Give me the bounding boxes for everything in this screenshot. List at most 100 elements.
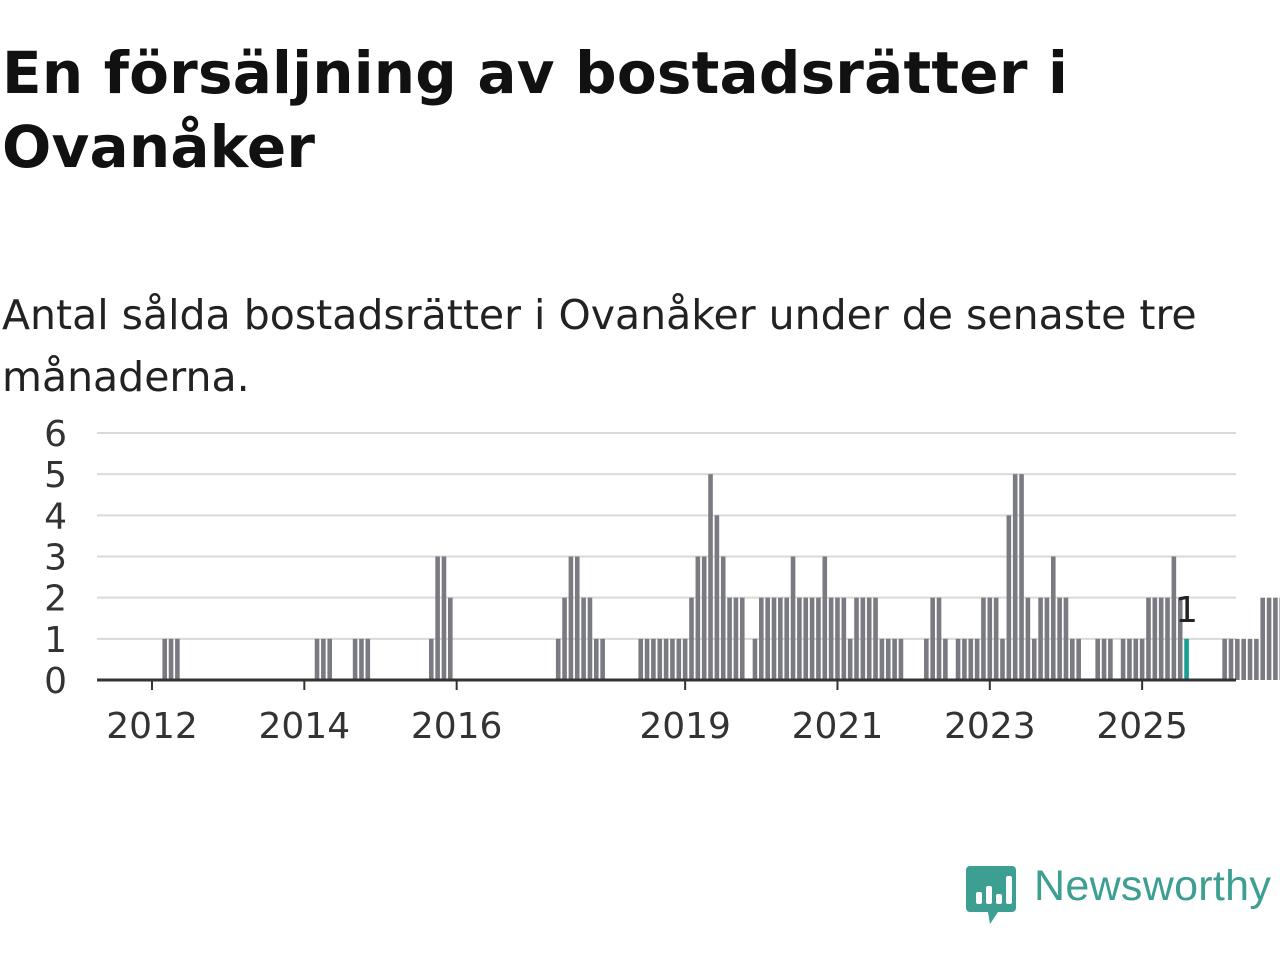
highlight-data-label: 1 [1175, 590, 1198, 631]
bar [574, 556, 580, 680]
bar [644, 638, 650, 680]
bar [1044, 597, 1050, 680]
bar [670, 638, 675, 680]
bar [885, 638, 891, 680]
bar [879, 638, 885, 680]
bar [638, 638, 644, 680]
bar [175, 638, 180, 680]
bar [1235, 638, 1240, 680]
bar [695, 556, 701, 680]
bar [352, 638, 358, 680]
bar [898, 638, 904, 680]
bar [1177, 597, 1183, 680]
bar [555, 638, 561, 680]
bar [892, 638, 897, 680]
bar [866, 597, 872, 680]
bar [657, 638, 663, 680]
bar [739, 597, 745, 680]
bar [930, 597, 935, 680]
bar [936, 597, 942, 680]
bar [1222, 638, 1227, 680]
bar [581, 597, 586, 680]
bar [822, 556, 828, 680]
bar [803, 597, 809, 680]
bar [587, 597, 593, 680]
bar [1266, 597, 1272, 680]
bar [1139, 638, 1145, 680]
bar [1031, 638, 1037, 680]
bar [1000, 638, 1005, 680]
x-tick-label: 2025 [1096, 706, 1188, 740]
x-tick-label: 2019 [639, 706, 731, 740]
bar [441, 556, 447, 680]
bar [1171, 556, 1177, 680]
bar [720, 556, 726, 680]
bar [835, 597, 840, 680]
bar [651, 638, 656, 680]
bar [168, 638, 174, 680]
bar [663, 638, 669, 680]
bar [1228, 638, 1234, 680]
bar [1260, 597, 1266, 680]
bar [797, 597, 802, 680]
bar [733, 597, 739, 680]
bar [1050, 556, 1056, 680]
bar [974, 638, 980, 680]
bar [448, 597, 453, 680]
y-tick-label: 1 [44, 620, 67, 661]
bar [1158, 597, 1164, 680]
bar [359, 638, 364, 680]
bar [752, 638, 758, 680]
bar [314, 638, 320, 680]
y-tick-label: 0 [44, 661, 67, 702]
chart-subtitle: Antal sålda bostadsrätter i Ovanåker und… [2, 291, 1197, 401]
bar [987, 597, 993, 680]
bar [828, 597, 834, 680]
x-tick-label: 2016 [411, 706, 503, 740]
bar [1063, 597, 1069, 680]
x-tick-label: 2014 [259, 706, 351, 740]
brand-name: Newsworthy [1034, 862, 1272, 910]
newsworthy-logo-icon [966, 866, 1016, 924]
bar [365, 638, 371, 680]
bar [1025, 597, 1031, 680]
bar [1133, 638, 1139, 680]
bar [428, 638, 434, 680]
bar [1057, 597, 1062, 680]
bar [778, 597, 783, 680]
y-tick-label: 2 [44, 579, 67, 620]
bar [1254, 638, 1259, 680]
bar [435, 556, 440, 680]
bar [1146, 597, 1151, 680]
bar [1101, 638, 1107, 680]
bar [1241, 638, 1246, 680]
bar [1108, 638, 1113, 680]
bar [847, 638, 853, 680]
bar [854, 597, 859, 680]
bar [682, 638, 688, 680]
bar [1095, 638, 1101, 680]
bar [1006, 515, 1012, 680]
bar [759, 597, 764, 680]
bar [568, 556, 574, 680]
bar [701, 556, 707, 680]
bar [873, 597, 878, 680]
bar [784, 597, 789, 680]
bar [162, 638, 167, 680]
bar [809, 597, 815, 680]
bar [600, 638, 605, 680]
bar [327, 638, 333, 680]
bar [771, 597, 777, 680]
y-tick-label: 6 [44, 414, 67, 455]
bar [790, 556, 796, 680]
chart-title: En försäljning av bostadsrätter i Ovanåk… [2, 39, 1069, 181]
bar [765, 597, 770, 680]
bar [968, 638, 974, 680]
x-tick-label: 2012 [106, 706, 198, 740]
bar [1070, 638, 1075, 680]
bar [1273, 597, 1278, 680]
y-tick-label: 4 [44, 496, 67, 537]
bar [727, 597, 732, 680]
bar [714, 515, 720, 680]
bar [841, 597, 847, 680]
